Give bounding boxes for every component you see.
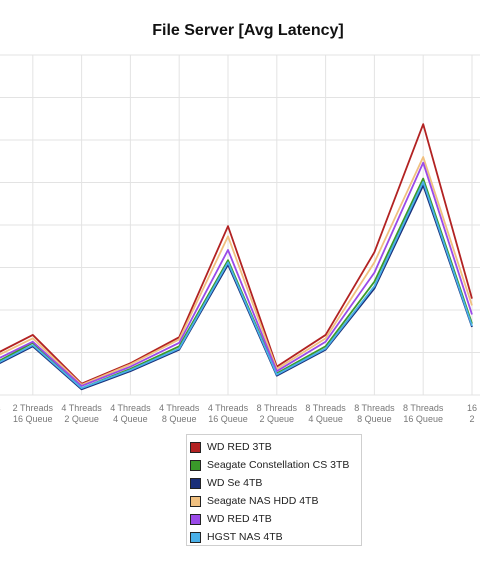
legend-item[interactable]: WD Se 4TB	[190, 474, 361, 492]
x-tick-label-line-2: 16 Queue	[403, 414, 443, 424]
chart-legend: WD RED 3TB Seagate Constellation CS 3TB WD…	[186, 434, 362, 546]
series-line-6	[0, 181, 473, 390]
x-tick-label: 4 Threads 2 Queue	[61, 403, 102, 424]
x-tick-label: 8 Threads 8 Queue	[354, 403, 395, 424]
x-tick-label-line-2: 8 Queue	[357, 414, 392, 424]
x-tick-label-line-2: 2 Queue	[260, 414, 295, 424]
legend-swatch	[190, 477, 201, 489]
x-tick-label-line-2: 4 Queue	[113, 414, 148, 424]
x-tick-label: 16 2	[467, 403, 477, 424]
x-tick-label: 4 Threads 16 Queue	[208, 403, 249, 424]
x-tick-label-line-1: 4 Threads	[159, 403, 200, 413]
x-tick-label-line-1: 4 Threads	[61, 403, 102, 413]
legend-item[interactable]: Seagate NAS HDD 4TB	[190, 492, 361, 510]
x-tick-label-line-1: 4 Threads	[208, 403, 249, 413]
x-tick-label-line-2: 2	[469, 414, 474, 424]
x-tick-label: 2 Threads 16 Queue	[13, 403, 54, 424]
legend-item[interactable]: HGST NAS 4TB	[190, 528, 361, 546]
series-line-5	[0, 161, 473, 387]
x-tick-label-line-1: 8 Threads	[305, 403, 346, 413]
legend-item[interactable]: WD RED 4TB	[190, 510, 361, 528]
legend-label: Seagate NAS HDD 4TB	[207, 495, 319, 507]
x-tick-label: 8 Threads 2 Queue	[257, 403, 298, 424]
legend-label: HGST NAS 4TB	[207, 531, 283, 543]
x-tick-label-line-1: 8 Threads	[403, 403, 444, 413]
legend-swatch	[190, 513, 201, 525]
x-tick-label: 4 Threads 4 Queue	[110, 403, 151, 424]
x-tick-label-line-2: 2 Queue	[64, 414, 99, 424]
legend-label: WD RED 3TB	[207, 441, 272, 453]
legend-item[interactable]: WD RED 3TB	[190, 438, 361, 456]
x-tick-label-line-2: 16 Queue	[208, 414, 248, 424]
x-tick-label-line-1: Threads	[0, 403, 1, 413]
x-tick-label: 4 Threads 8 Queue	[159, 403, 200, 424]
x-tick-label-line-1: 4 Threads	[110, 403, 151, 413]
legend-swatch	[190, 459, 201, 471]
legend-label: WD RED 4TB	[207, 513, 272, 525]
legend-label: WD Se 4TB	[207, 477, 263, 489]
x-tick-label: 8 Threads 16 Queue	[403, 403, 444, 424]
legend-item[interactable]: Seagate Constellation CS 3TB	[190, 456, 361, 474]
x-tick-label-line-2: 4 Queue	[308, 414, 343, 424]
x-tick-label-line-1: 16	[467, 403, 477, 413]
x-tick-label-line-1: 8 Threads	[257, 403, 298, 413]
x-tick-label-line-2: 16 Queue	[13, 414, 53, 424]
x-tick-label: 8 Threads 4 Queue	[305, 403, 346, 424]
x-tick-label: ThreadsQueue	[0, 403, 1, 424]
series-line-3	[0, 184, 473, 391]
x-tick-label-line-2: 8 Queue	[162, 414, 197, 424]
legend-swatch	[190, 531, 201, 543]
series-line-1	[0, 123, 473, 385]
x-tick-label-line-1: 2 Threads	[13, 403, 54, 413]
x-tick-label-line-1: 8 Threads	[354, 403, 395, 413]
series-line-4	[0, 156, 473, 386]
chart-title: File Server [Avg Latency]	[152, 22, 343, 39]
legend-swatch	[190, 441, 201, 453]
legend-swatch	[190, 495, 201, 507]
legend-label: Seagate Constellation CS 3TB	[207, 459, 350, 471]
